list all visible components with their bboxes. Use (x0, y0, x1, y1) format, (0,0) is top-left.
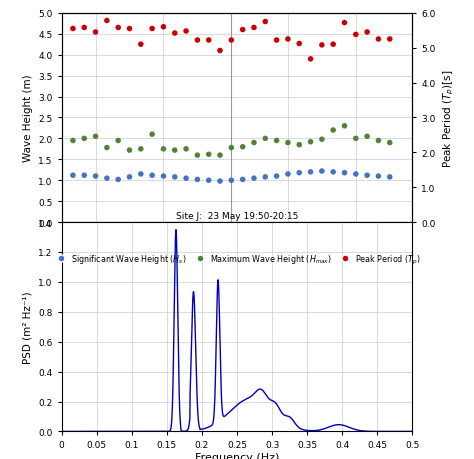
Point (374, 173, 382, 180)
Point (284, 36, 292, 44)
Point (341, 123, 348, 130)
Point (182, 28, 190, 35)
Point (364, 133, 371, 140)
Point (148, 131, 156, 139)
Point (250, 25, 258, 32)
Point (239, 144, 246, 151)
Point (352, 32, 360, 39)
Point (114, 25, 122, 32)
Point (193, 37, 201, 45)
Point (228, 37, 235, 45)
Point (239, 176, 246, 184)
Point (92, 173, 100, 180)
Point (250, 175, 258, 182)
Y-axis label: Wave Height (m): Wave Height (m) (23, 74, 33, 162)
Point (81, 172, 88, 179)
Point (295, 170, 303, 177)
X-axis label: Date: Date (224, 243, 250, 253)
X-axis label: Frequency (Hz): Frequency (Hz) (195, 452, 279, 459)
Point (126, 147, 133, 154)
Point (329, 127, 337, 134)
Point (262, 174, 269, 181)
Point (329, 169, 337, 176)
Point (352, 171, 360, 178)
Point (148, 172, 156, 179)
Point (182, 175, 190, 182)
Point (307, 139, 314, 146)
Point (137, 171, 145, 178)
Point (92, 133, 100, 140)
Point (137, 146, 145, 153)
Point (126, 26, 133, 33)
Point (148, 26, 156, 33)
Point (69, 26, 77, 33)
Point (284, 171, 292, 178)
Y-axis label: PSD (m² Hz⁻¹): PSD (m² Hz⁻¹) (23, 291, 33, 363)
Point (352, 135, 360, 143)
Point (81, 25, 88, 32)
Point (318, 42, 326, 50)
Point (114, 176, 122, 184)
Point (374, 138, 382, 145)
Point (69, 138, 77, 145)
Point (318, 168, 326, 175)
Point (205, 151, 212, 159)
Point (216, 48, 224, 55)
Point (341, 170, 348, 177)
Point (307, 169, 314, 176)
Point (216, 152, 224, 159)
Point (386, 36, 393, 44)
Point (364, 29, 371, 37)
Point (386, 174, 393, 181)
Point (228, 145, 235, 152)
Legend: Significant Wave Height ($H_s$), Maximum Wave Height ($H_{max}$), Peak Period ($: Significant Wave Height ($H_s$), Maximum… (50, 249, 424, 269)
Title: Site J:  23 May 19:50-20:15: Site J: 23 May 19:50-20:15 (176, 212, 298, 220)
Point (386, 140, 393, 147)
Y-axis label: Peak Period ($T_p$)[s]: Peak Period ($T_p$)[s] (441, 69, 456, 167)
Point (318, 136, 326, 144)
Point (364, 172, 371, 179)
Point (103, 175, 110, 182)
Point (216, 178, 224, 185)
Point (205, 177, 212, 185)
Point (239, 27, 246, 34)
Point (92, 29, 100, 37)
Point (273, 37, 281, 45)
Point (273, 138, 281, 145)
Point (295, 41, 303, 48)
Point (295, 142, 303, 149)
Point (262, 135, 269, 143)
Point (273, 173, 281, 180)
Point (171, 147, 179, 154)
Point (103, 145, 110, 152)
Point (126, 174, 133, 181)
Point (171, 174, 179, 181)
Point (205, 37, 212, 45)
Point (307, 56, 314, 63)
Point (69, 172, 77, 179)
Point (193, 152, 201, 159)
Point (171, 30, 179, 38)
Point (160, 173, 167, 180)
Point (329, 41, 337, 49)
Point (81, 135, 88, 143)
Point (182, 146, 190, 153)
Point (284, 140, 292, 147)
Point (228, 177, 235, 185)
Point (137, 41, 145, 49)
Point (341, 20, 348, 27)
Point (114, 138, 122, 145)
Point (103, 18, 110, 25)
Point (193, 176, 201, 184)
Point (250, 140, 258, 147)
Point (160, 24, 167, 31)
Point (262, 19, 269, 26)
Point (160, 146, 167, 153)
Point (374, 36, 382, 44)
